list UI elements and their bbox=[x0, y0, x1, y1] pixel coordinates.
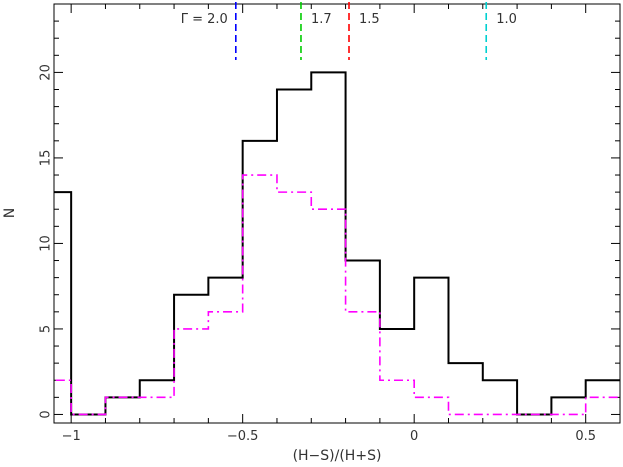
y-tick-label: 20 bbox=[39, 64, 54, 81]
marker-label: 1.7 bbox=[311, 12, 332, 27]
x-tick-label: −0.5 bbox=[227, 429, 259, 444]
y-tick-label: 15 bbox=[39, 150, 54, 167]
y-tick-label: 0 bbox=[39, 410, 54, 418]
marker-label: 1.0 bbox=[496, 12, 517, 27]
x-tick-label: −1 bbox=[62, 429, 81, 444]
histogram-solid-series bbox=[54, 71, 620, 416]
marker-label: 1.5 bbox=[359, 12, 380, 27]
histogram-series bbox=[54, 71, 620, 416]
marker-label: Γ = 2.0 bbox=[181, 12, 228, 27]
x-axis-title: (H−S)/(H+S) bbox=[293, 448, 382, 464]
y-tick-label: 5 bbox=[39, 325, 54, 333]
y-axis-title: N bbox=[2, 208, 18, 218]
axis-ticks: −1 −0.5 0 0.5 0 5 10 15 20 bbox=[39, 4, 621, 444]
y-tick-label: 10 bbox=[39, 235, 54, 252]
histogram-dashdot-series bbox=[54, 174, 620, 416]
x-tick-label: 0.5 bbox=[575, 429, 596, 444]
photon-index-markers: Γ = 2.0 1.7 1.5 1.0 bbox=[181, 2, 517, 60]
x-tick-label: 0 bbox=[410, 429, 418, 444]
plot-frame bbox=[53, 3, 621, 424]
